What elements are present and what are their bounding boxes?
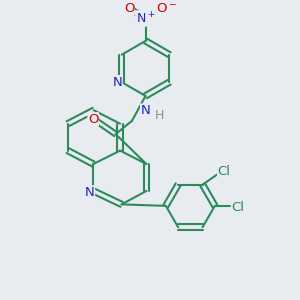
Text: N: N xyxy=(141,104,150,117)
Text: N: N xyxy=(85,186,94,199)
Text: O: O xyxy=(88,113,98,126)
Text: H: H xyxy=(154,109,164,122)
Text: N: N xyxy=(112,76,122,89)
Text: Cl: Cl xyxy=(218,165,231,178)
Text: O$^-$: O$^-$ xyxy=(156,2,177,15)
Text: N$^+$: N$^+$ xyxy=(136,11,155,26)
Text: O: O xyxy=(124,2,134,15)
Text: Cl: Cl xyxy=(231,201,244,214)
